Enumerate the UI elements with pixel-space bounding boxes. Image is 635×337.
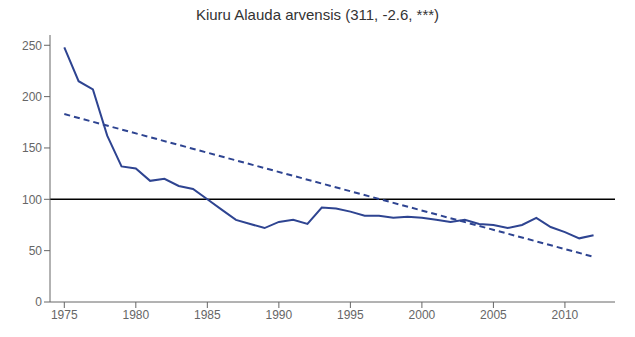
svg-text:1980: 1980 bbox=[122, 308, 149, 322]
svg-text:200: 200 bbox=[22, 90, 42, 104]
html-text:Kiuru Alauda arvensis (311, -2: Kiuru Alauda arvensis (311, -2.6, ***) bbox=[195, 6, 440, 23]
svg-text:1985: 1985 bbox=[194, 308, 221, 322]
svg-text:250: 250 bbox=[22, 39, 42, 53]
svg-text:1995: 1995 bbox=[337, 308, 364, 322]
svg-text:50: 50 bbox=[29, 244, 43, 258]
svg-text:150: 150 bbox=[22, 141, 42, 155]
svg-text:1990: 1990 bbox=[266, 308, 293, 322]
svg-text:2010: 2010 bbox=[552, 308, 579, 322]
svg-text:2005: 2005 bbox=[480, 308, 507, 322]
svg-text:2000: 2000 bbox=[409, 308, 436, 322]
svg-text:100: 100 bbox=[22, 193, 42, 207]
svg-text:1975: 1975 bbox=[51, 308, 78, 322]
svg-text:0: 0 bbox=[35, 295, 42, 309]
